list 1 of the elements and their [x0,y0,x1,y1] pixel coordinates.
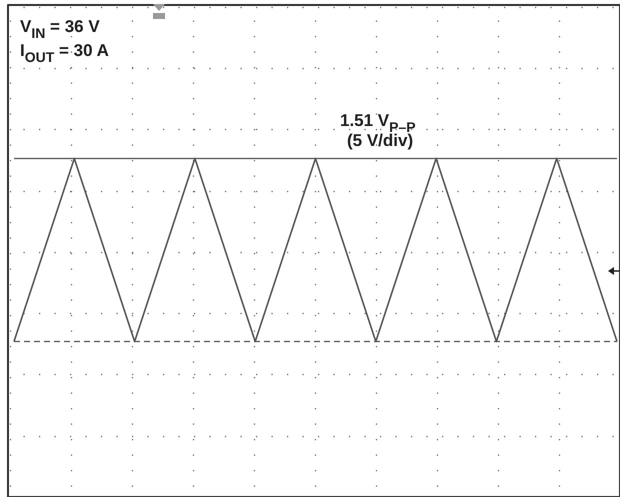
text: (5 V/div) [347,131,414,150]
